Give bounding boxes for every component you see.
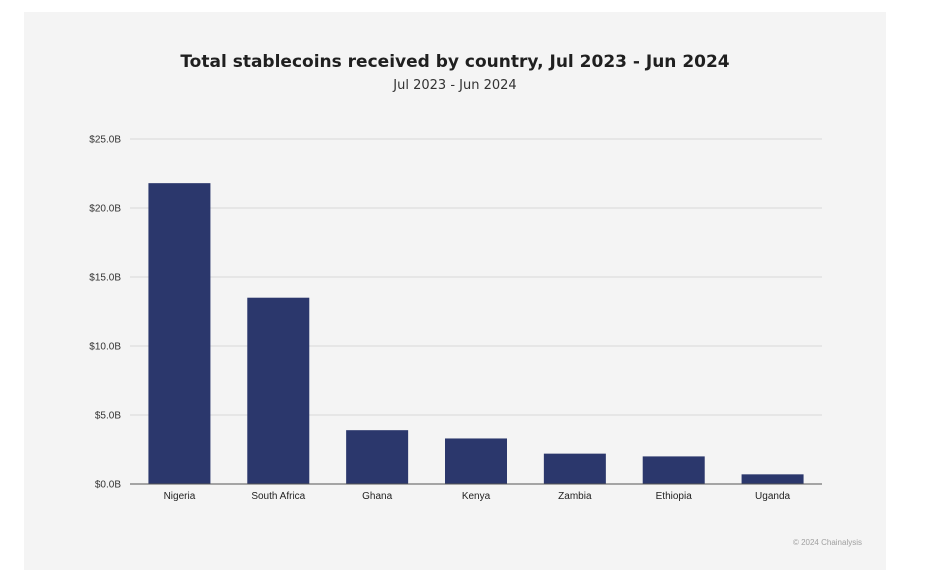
x-tick-label: Ghana (362, 491, 392, 502)
x-tick-label: Zambia (558, 491, 592, 502)
bar-south-africa (247, 297, 310, 484)
x-tick-label: Nigeria (164, 491, 196, 502)
y-tick-label: $15.0B (89, 273, 121, 284)
chart-subtitle: Jul 2023 - Jun 2024 (393, 78, 517, 93)
bar-ethiopia (642, 456, 705, 484)
y-tick-label: $10.0B (89, 342, 121, 353)
bar-nigeria (148, 183, 211, 484)
bar-ghana (346, 430, 409, 484)
chart-title: Total stablecoins received by country, J… (180, 52, 730, 72)
y-tick-label: $20.0B (89, 204, 121, 215)
bar-uganda (741, 474, 804, 484)
x-tick-label: South Africa (251, 491, 305, 502)
bar-zambia (543, 453, 606, 484)
chart-card: $0.0B $5.0B $10.0B $15.0B $20.0B $25.0B Nigeri… (24, 12, 886, 570)
x-tick-label: Uganda (755, 491, 790, 502)
copyright-text: © 2024 Chainalysis (792, 538, 862, 547)
bar-kenya (445, 438, 507, 484)
y-tick-label: $25.0B (89, 135, 121, 146)
y-tick-label: $0.0B (95, 480, 121, 491)
bar-chart: $0.0B $5.0B $10.0B $15.0B $20.0B $25.0B Nigeri… (89, 135, 822, 502)
x-tick-label: Ethiopia (656, 491, 693, 502)
x-tick-label: Kenya (462, 491, 491, 502)
y-tick-label: $5.0B (95, 411, 121, 422)
